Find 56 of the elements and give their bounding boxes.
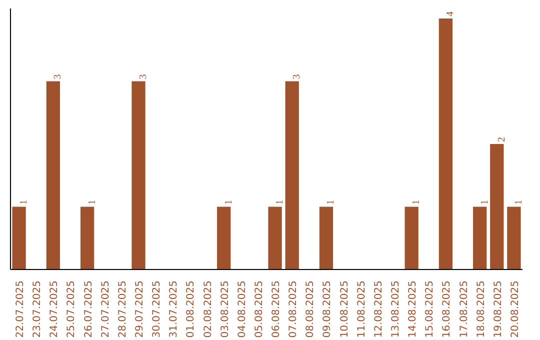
x-tick-label: 31.07.2025	[168, 280, 180, 338]
bar	[80, 206, 94, 270]
data-label: 1	[274, 200, 286, 205]
data-label: 1	[326, 200, 337, 205]
bar	[473, 206, 487, 270]
bar	[46, 81, 60, 270]
bar	[438, 18, 453, 270]
x-tick-label: 17.08.2025	[458, 280, 470, 338]
x-tick-label: 14.08.2025	[408, 280, 419, 338]
x-tick-label: 26.07.2025	[83, 280, 94, 338]
x-tick-label: 10.08.2025	[339, 280, 350, 338]
data-label: 3	[138, 74, 149, 80]
data-label: 1	[86, 200, 98, 205]
x-tick-label: 08.08.2025	[305, 280, 316, 338]
bar	[217, 206, 231, 270]
data-label: 2	[496, 137, 508, 142]
data-label: 3	[52, 74, 64, 80]
x-tick-label: 28.07.2025	[117, 280, 128, 338]
x-tick-label: 03.08.2025	[220, 280, 231, 338]
data-label: 1	[513, 200, 524, 205]
bar	[132, 81, 146, 270]
x-tick-label: 20.08.2025	[510, 280, 521, 338]
x-tick-label: 24.07.2025	[49, 280, 60, 338]
bar	[285, 81, 299, 270]
bar	[319, 206, 334, 270]
x-tick-label: 02.08.2025	[202, 280, 214, 338]
x-tick-label: 15.08.2025	[424, 280, 436, 338]
x-tick-label: 04.08.2025	[236, 280, 248, 338]
x-tick-label: 27.07.2025	[100, 280, 112, 338]
bar	[490, 144, 504, 270]
bar	[12, 206, 26, 270]
data-label: 1	[18, 200, 30, 205]
x-tick-label: 13.08.2025	[390, 280, 402, 338]
x-tick-label: 07.08.2025	[288, 280, 300, 338]
x-tick-label: 23.07.2025	[32, 280, 44, 338]
x-tick-label: 11.08.2025	[356, 280, 368, 338]
x-tick-label: 19.08.2025	[492, 280, 504, 338]
data-label: 3	[292, 74, 303, 80]
x-tick-label: 12.08.2025	[373, 280, 384, 338]
x-tick-label: 05.08.2025	[254, 280, 265, 338]
bar	[404, 206, 418, 270]
x-tick-label: 25.07.2025	[66, 280, 78, 338]
x-tick-label: 30.07.2025	[152, 280, 163, 338]
x-tick-label: 06.08.2025	[271, 280, 282, 338]
x-tick-label: 09.08.2025	[322, 280, 334, 338]
x-tick-label: 29.07.2025	[134, 280, 146, 338]
bar	[268, 206, 282, 270]
data-label: 4	[445, 12, 456, 17]
x-tick-label: 18.08.2025	[476, 280, 487, 338]
x-tick-label: 01.08.2025	[186, 280, 197, 338]
x-tick-label: 22.07.2025	[15, 280, 26, 338]
data-label: 1	[411, 200, 422, 205]
data-label: 1	[479, 200, 490, 205]
bar	[507, 206, 521, 270]
data-label: 1	[223, 200, 234, 205]
x-tick-label: 16.08.2025	[442, 280, 453, 338]
